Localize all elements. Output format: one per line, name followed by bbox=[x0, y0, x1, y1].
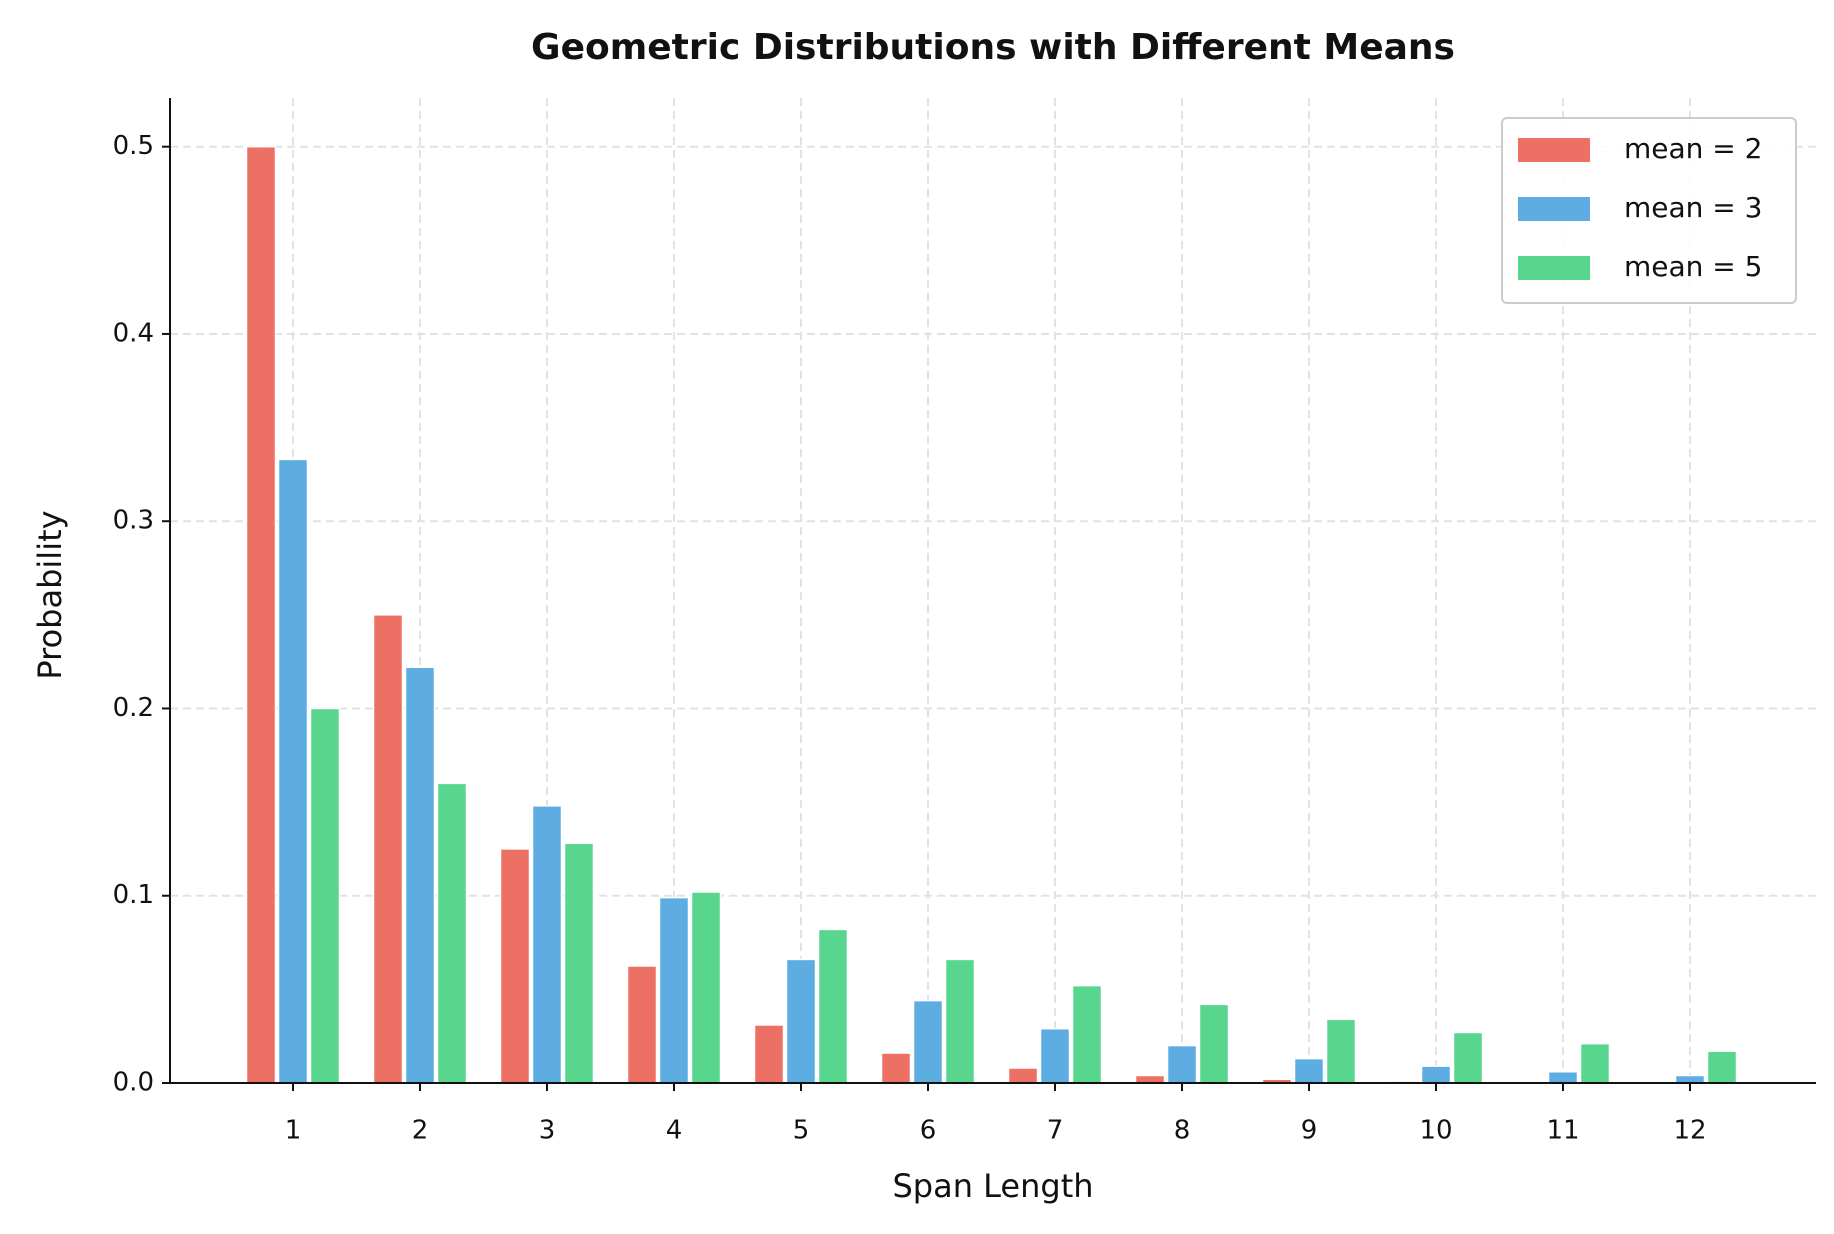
bar bbox=[1198, 1003, 1230, 1084]
x-axis-label: Span Length bbox=[892, 1167, 1093, 1205]
bar bbox=[1166, 1044, 1198, 1084]
legend-label: mean = 2 bbox=[1624, 132, 1762, 165]
bar bbox=[1039, 1027, 1071, 1084]
legend-label: mean = 3 bbox=[1624, 191, 1762, 224]
x-tick-label: 3 bbox=[539, 1116, 556, 1146]
x-tick-label: 10 bbox=[1419, 1116, 1452, 1146]
x-tick-label: 4 bbox=[666, 1116, 683, 1146]
bar bbox=[277, 458, 309, 1084]
y-axis-label: Probability bbox=[31, 510, 69, 679]
bar bbox=[690, 891, 722, 1084]
y-tick-label: 0.0 bbox=[113, 1068, 154, 1098]
bar bbox=[1579, 1042, 1611, 1084]
bar bbox=[1452, 1031, 1484, 1084]
y-tick-label: 0.2 bbox=[113, 693, 154, 723]
bar bbox=[626, 965, 658, 1084]
chart-title: Geometric Distributions with Different M… bbox=[531, 27, 1455, 68]
bar bbox=[1706, 1050, 1738, 1084]
bar bbox=[880, 1052, 912, 1084]
bar bbox=[404, 666, 436, 1084]
x-tick-label: 12 bbox=[1673, 1116, 1706, 1146]
bar bbox=[563, 842, 595, 1084]
legend-swatch bbox=[1518, 197, 1590, 221]
bar bbox=[658, 896, 690, 1084]
bar bbox=[309, 707, 341, 1084]
bar bbox=[1674, 1074, 1706, 1084]
y-tick-label: 0.4 bbox=[113, 318, 154, 348]
x-tick-label: 2 bbox=[412, 1116, 429, 1146]
x-tick-label: 5 bbox=[793, 1116, 810, 1146]
legend-swatch bbox=[1518, 138, 1590, 162]
y-tick-label: 0.5 bbox=[113, 131, 154, 161]
bar bbox=[1134, 1074, 1166, 1084]
y-tick-label: 0.3 bbox=[113, 506, 154, 536]
bar bbox=[436, 782, 468, 1084]
x-tick-label: 1 bbox=[285, 1116, 302, 1146]
bar bbox=[753, 1024, 785, 1084]
bar bbox=[499, 848, 531, 1084]
bar bbox=[1293, 1057, 1325, 1084]
y-tick-label: 0.1 bbox=[113, 880, 154, 910]
bar bbox=[944, 958, 976, 1084]
bar bbox=[785, 958, 817, 1084]
bar bbox=[1325, 1018, 1357, 1084]
bar bbox=[1547, 1071, 1579, 1084]
bar bbox=[1007, 1067, 1039, 1084]
bar bbox=[912, 999, 944, 1084]
bar bbox=[531, 805, 563, 1084]
legend: mean = 2 mean = 3 mean = 5 bbox=[1501, 117, 1797, 304]
legend-label: mean = 5 bbox=[1624, 250, 1762, 283]
x-tick-label: 9 bbox=[1301, 1116, 1318, 1146]
x-tick-label: 8 bbox=[1174, 1116, 1191, 1146]
x-tick-label: 6 bbox=[920, 1116, 937, 1146]
bar bbox=[1071, 984, 1103, 1084]
bar bbox=[817, 928, 849, 1084]
legend-swatch bbox=[1518, 256, 1590, 280]
x-tick-label: 11 bbox=[1546, 1116, 1579, 1146]
bar bbox=[372, 614, 404, 1084]
bar bbox=[1420, 1065, 1452, 1084]
x-tick-label: 7 bbox=[1047, 1116, 1064, 1146]
bar bbox=[245, 145, 277, 1084]
